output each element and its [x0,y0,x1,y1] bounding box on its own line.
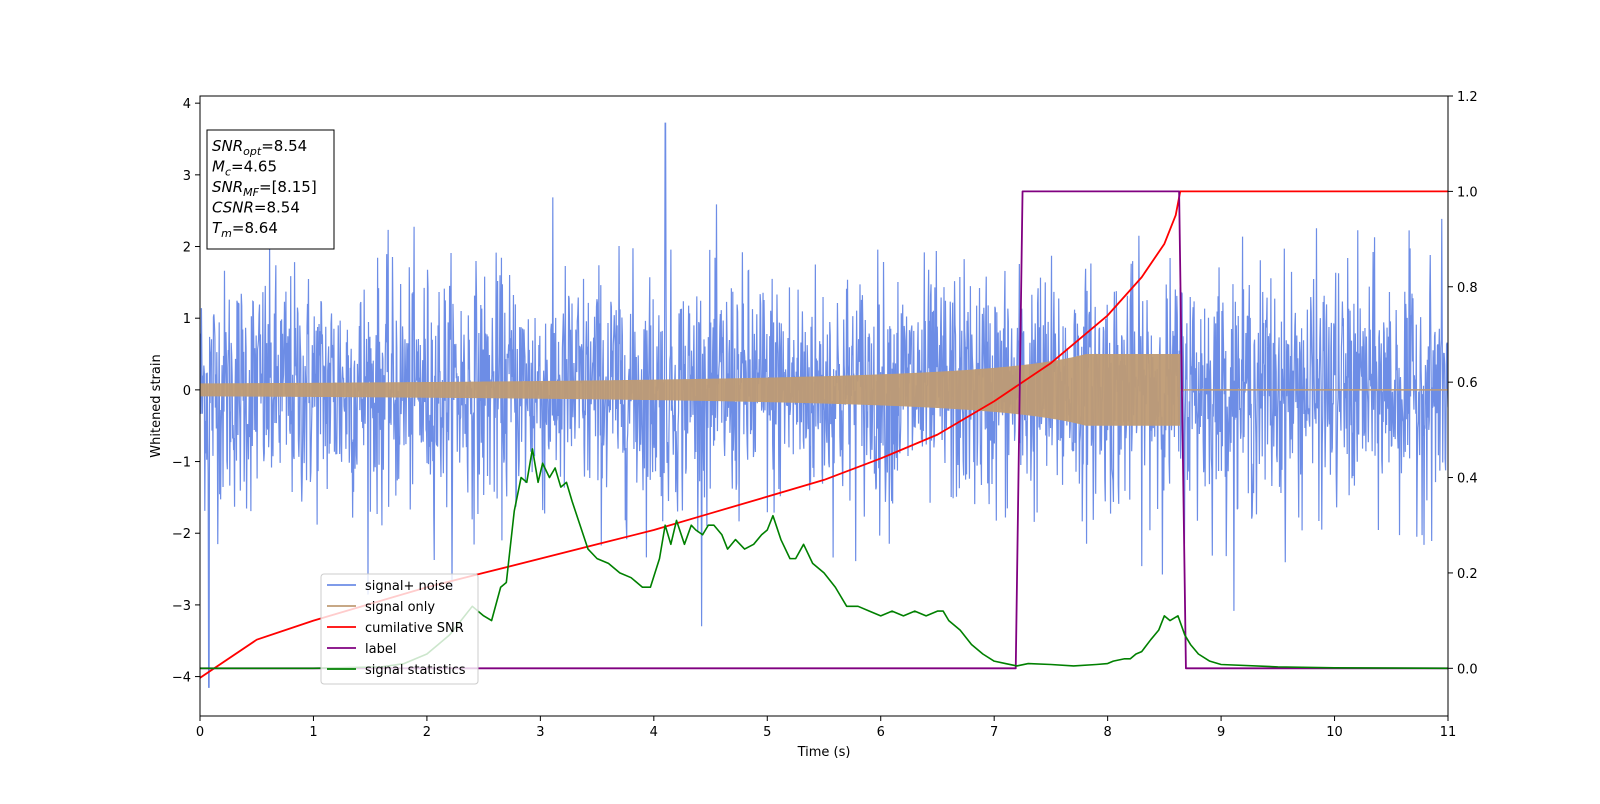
y-right-tick-label: 1.2 [1457,90,1478,105]
info-line-subscript: opt [243,145,262,158]
legend-entry-label: cumilative SNR [365,621,464,636]
y-axis-label: Whitened strain [149,354,164,457]
y-left-tick-label: 4 [183,97,191,112]
info-line-symbol: CSNR [212,199,254,217]
x-tick-label: 9 [1217,725,1225,740]
info-line-symbol: SNR [212,178,243,196]
y-left-tick-label: −1 [172,456,191,471]
info-line: SNRopt=8.54 [212,137,307,158]
x-axis: 0 1 2 3 4 5 6 7 8 9 10 11 [196,716,1456,740]
info-line: Tm=8.64 [212,219,278,240]
y-right-tick-label: 0.6 [1457,376,1478,391]
info-line: CSNR=8.54 [212,199,300,217]
x-tick-label: 10 [1326,725,1343,740]
info-line-subscript: m [221,227,232,240]
info-line-value: =8.54 [261,137,307,155]
x-tick-label: 8 [1103,725,1111,740]
y-axis-left: 4 3 2 1 0 −1 −2 −3 −4 [172,97,200,686]
info-line-symbol: T [212,219,223,237]
info-line-subscript: c [225,166,231,179]
series-signal-statistics-line [200,448,1448,670]
info-line-value: =[8.15] [259,178,317,196]
info-line-value: =8.54 [254,199,300,217]
x-tick-label: 11 [1440,725,1457,740]
legend-entry-label: signal+ noise [365,579,453,594]
y-right-tick-label: 1.0 [1457,185,1478,200]
y-left-tick-label: 2 [183,241,191,256]
x-tick-label: 5 [763,725,771,740]
y-left-tick-label: 3 [183,169,191,184]
legend-frame [320,573,479,685]
info-line-symbol: SNR [212,137,243,155]
y-left-tick-label: 1 [183,312,191,327]
info-line-value: =8.64 [232,219,278,237]
info-line-symbol: M [212,158,225,176]
y-right-tick-label: 0.0 [1457,662,1478,677]
info-line-subscript: MF [243,186,259,199]
series-signal-only-band [200,354,1181,426]
x-tick-label: 2 [423,725,431,740]
y-right-tick-label: 0.8 [1457,281,1478,296]
x-tick-label: 4 [650,725,658,740]
y-right-tick-label: 0.2 [1457,567,1478,582]
y-left-tick-label: −3 [172,599,191,614]
y-left-tick-label: 0 [183,384,191,399]
info-line: SNRMF=[8.15] [212,178,317,199]
legend-entry-label: signal only [365,600,435,615]
x-tick-label: 6 [877,725,885,740]
legend: signal+ noise signal only cumilative SNR la… [320,573,479,685]
info-line-value: =4.65 [231,158,277,176]
info-annotation-box: SNRopt=8.54Mc=4.65SNRMF=[8.15]CSNR=8.54T… [206,129,335,250]
legend-entry-label: signal statistics [365,663,466,678]
y-right-tick-label: 0.4 [1457,472,1478,487]
x-tick-label: 0 [196,725,204,740]
info-line: Mc=4.65 [212,158,277,179]
x-axis-label: Time (s) [797,745,851,760]
axes-border [199,95,1449,717]
x-tick-label: 7 [990,725,998,740]
x-tick-label: 3 [536,725,544,740]
y-axis-right: 1.2 1.0 0.8 0.6 0.4 0.2 0.0 [1448,90,1478,677]
legend-entry-label: label [365,642,396,657]
info-box-frame [206,129,335,250]
x-tick-label: 1 [309,725,317,740]
y-left-tick-label: −2 [172,527,191,542]
series-label-line [200,190,1448,670]
axes-frame [199,95,1449,717]
y-left-tick-label: −4 [172,671,191,686]
